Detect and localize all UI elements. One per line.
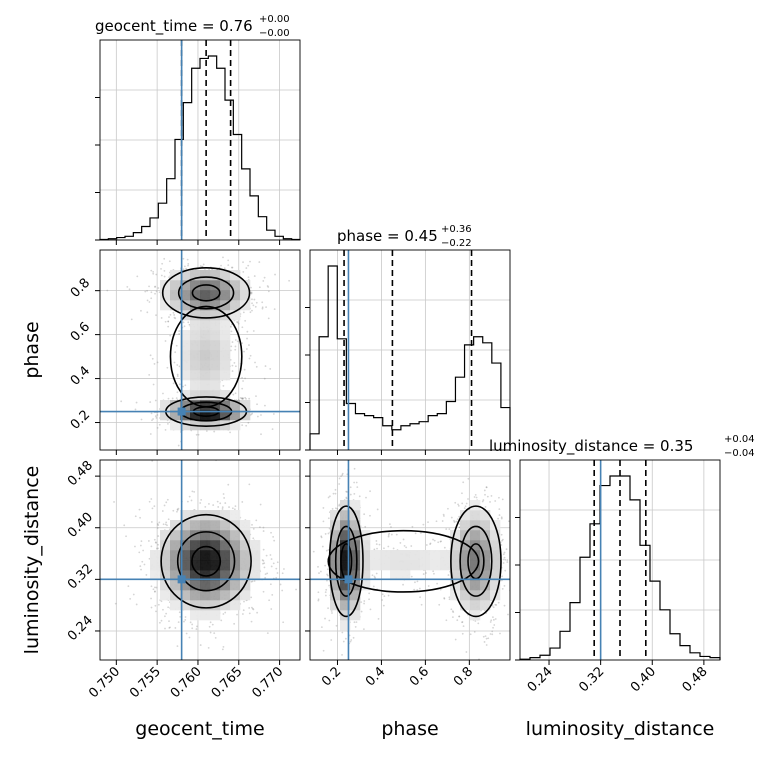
xtick-label-phase-3: 0.8 [451,664,476,689]
frame-geocent_time-luminosity_distance [99,459,301,661]
xtick-label-geocent_time-0: 0.750 [86,664,123,701]
ylabel-luminosity-distance: luminosity_distance [21,466,43,655]
title-luminosity-distance: luminosity_distance = 0.35 [489,437,693,456]
contour-phase-luminosity_distance-1-2 [450,505,502,618]
contour-geocent_time-luminosity_distance-0-2 [160,513,252,609]
density-geocent_time-luminosity_distance [113,460,297,651]
ytick-label-phase-0: 0.2 [68,407,93,432]
contour-phase-luminosity_distance-1-1 [459,525,493,597]
title-phase: phase = 0.45 [337,227,438,245]
contour-geocent_time-luminosity_distance-0-0 [191,545,222,577]
xtick-label-luminosity_distance-1: 0.32 [576,664,607,695]
title-geocent-time-sub: −0.00 [259,28,290,39]
contour-phase-luminosity_distance-0-1 [334,525,358,597]
contour-geocent_time-phase-2-2 [169,305,243,408]
ytick-label-phase-2: 0.6 [68,320,93,345]
ytick-label-phase-3: 0.8 [68,276,93,301]
xtick-label-geocent_time-3: 0.765 [209,664,246,701]
marks-layer [99,40,721,660]
ytick-label-luminosity_distance-0: 0.24 [65,613,96,644]
ylabel-phase: phase [21,321,43,378]
xlabel-luminosity-distance: luminosity_distance [526,718,715,740]
xtick-label-phase-2: 0.6 [407,664,432,689]
truth-marker-geocent_time-luminosity_distance [177,575,186,584]
contour-geocent_time-luminosity_distance-0-1 [176,531,236,592]
ytick-label-luminosity_distance-2: 0.40 [65,510,96,541]
ytick-label-luminosity_distance-1: 0.32 [65,561,96,592]
xtick-label-geocent_time-1: 0.755 [127,664,164,701]
title-phase-sub: −0.22 [441,238,472,249]
frame-hist-geocent_time [99,39,301,241]
title-phase-sup: +0.36 [441,224,472,235]
xlabel-geocent-time: geocent_time [135,718,264,740]
truth-marker-phase-luminosity_distance [344,575,353,584]
xlabel-phase: phase [381,718,438,740]
contour-phase-luminosity_distance-2-2 [327,529,480,593]
contour-geocent_time-phase-1-2 [161,267,251,319]
frame-hist-luminosity_distance [519,459,721,661]
title-luminosity-distance-sub: −0.04 [724,448,755,459]
xtick-label-luminosity_distance-3: 0.48 [680,664,711,695]
contour-geocent_time-phase-1-1 [177,276,235,310]
contour-phase-luminosity_distance-0-2 [328,505,364,618]
title-geocent-time-sup: +0.00 [259,14,290,25]
xtick-label-phase-0: 0.2 [319,664,344,689]
xtick-label-geocent_time-4: 0.770 [249,664,286,701]
frame-hist-phase [309,249,511,451]
truth-marker-geocent_time-phase [177,407,186,416]
frame-geocent_time-phase [99,249,301,451]
ytick-label-phase-1: 0.4 [68,363,93,388]
histogram-geocent_time [99,55,301,241]
xtick-label-phase-1: 0.4 [363,664,388,689]
density-geocent_time-phase [106,256,290,447]
density-phase-luminosity_distance [312,467,510,660]
ytick-label-luminosity_distance-3: 0.48 [65,458,96,489]
contour-geocent_time-phase-1-0 [191,284,221,302]
title-geocent-time: geocent_time = 0.76 [95,17,253,36]
histogram-phase [309,265,511,450]
xtick-label-geocent_time-2: 0.760 [168,664,205,701]
xtick-label-luminosity_distance-0: 0.24 [525,664,556,695]
xtick-label-luminosity_distance-2: 0.40 [628,664,659,695]
title-luminosity-distance-sup: +0.04 [724,434,755,445]
frame-phase-luminosity_distance [309,459,511,661]
density-layer [106,256,510,660]
